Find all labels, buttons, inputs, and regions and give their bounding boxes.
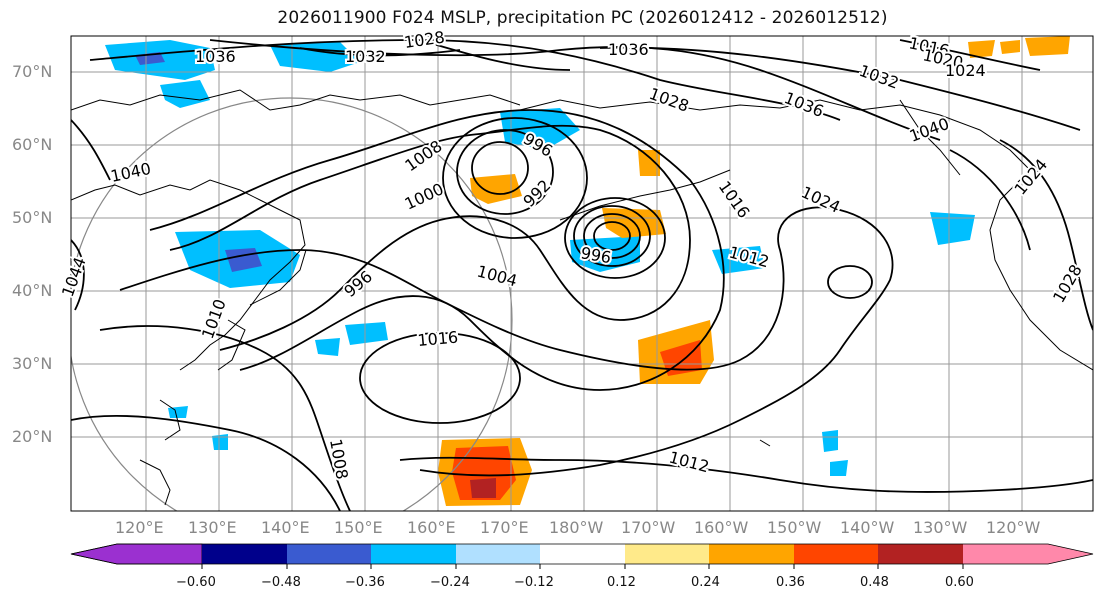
lon-label: 170°W (621, 518, 676, 537)
colorbar-segment (70, 543, 203, 565)
lat-label: 40°N (12, 281, 53, 300)
lon-label: 120°W (986, 518, 1041, 537)
lat-label: 60°N (12, 135, 53, 154)
map-title: 2026011900 F024 MSLP, precipitation PC (… (277, 8, 888, 28)
contour-label: 1032 (345, 47, 386, 66)
lon-label: 160°W (694, 518, 749, 537)
lon-label: 150°E (334, 518, 383, 537)
contour-label: 1036 (608, 40, 649, 59)
contour-label: 1036 (195, 47, 236, 66)
colorbar-tick-label: −0.60 (176, 575, 216, 590)
contour-label: 1004 (475, 262, 519, 291)
contour-label: 1040 (907, 114, 952, 146)
lon-label: 150°W (767, 518, 822, 537)
colorbar-tick-label: 0.12 (607, 575, 636, 590)
contour-label: 1044 (58, 255, 90, 300)
contour-label: 1000 (402, 179, 447, 213)
contour-label: 1016 (417, 328, 459, 350)
colorbar-segment (709, 544, 794, 564)
colorbar-segment (878, 544, 963, 564)
colorbar (70, 543, 1094, 569)
colorbar-segment (625, 544, 709, 564)
colorbar-segment (540, 544, 625, 564)
colorbar-segment (456, 544, 540, 564)
lon-label: 120°E (115, 518, 164, 537)
colorbar-segment (287, 544, 371, 564)
lon-label: 180°W (549, 518, 604, 537)
contour-label: 1012 (667, 448, 711, 477)
contour-label: 1028 (647, 84, 692, 116)
colorbar-segment (202, 544, 287, 564)
contour-label: 1024 (945, 61, 986, 80)
lon-label: 140°E (261, 518, 310, 537)
contour-label: 1008 (326, 437, 352, 480)
contour-label: 1016 (715, 177, 754, 221)
lon-label: 140°W (840, 518, 895, 537)
colorbar-segment (794, 544, 878, 564)
contour-label: 996 (340, 267, 376, 301)
map-frame (70, 35, 1094, 512)
contour-label: 1024 (1011, 155, 1052, 198)
colorbar-tick-label: −0.12 (514, 575, 554, 590)
lat-lon-grid (71, 36, 1093, 511)
colorbar-tick-label: 0.24 (691, 575, 720, 590)
lat-label: 30°N (12, 354, 53, 373)
colorbar-tick-label: 0.48 (860, 575, 889, 590)
lat-label: 50°N (12, 208, 53, 227)
lon-label: 170°E (480, 518, 529, 537)
range-ring (71, 97, 513, 511)
coastlines (71, 89, 1093, 506)
colorbar-tick-label: 0.36 (776, 575, 805, 590)
lon-label: 130°E (188, 518, 237, 537)
isobars (71, 39, 1093, 511)
contour-label: 1028 (403, 27, 446, 51)
lon-label: 160°E (407, 518, 456, 537)
lat-label: 20°N (12, 427, 53, 446)
colorbar-tick-label: 0.60 (945, 575, 974, 590)
colorbar-segment (371, 544, 456, 564)
contour-label: 1024 (798, 182, 843, 216)
lon-label: 130°W (913, 518, 968, 537)
colorbar-tick-label: −0.36 (345, 575, 385, 590)
contour-label: 1032 (857, 61, 902, 93)
colorbar-segment (963, 544, 1093, 564)
colorbar-tick-label: −0.48 (261, 575, 301, 590)
colorbar-tick-label: −0.24 (430, 575, 470, 590)
lat-label: 70°N (12, 62, 53, 81)
